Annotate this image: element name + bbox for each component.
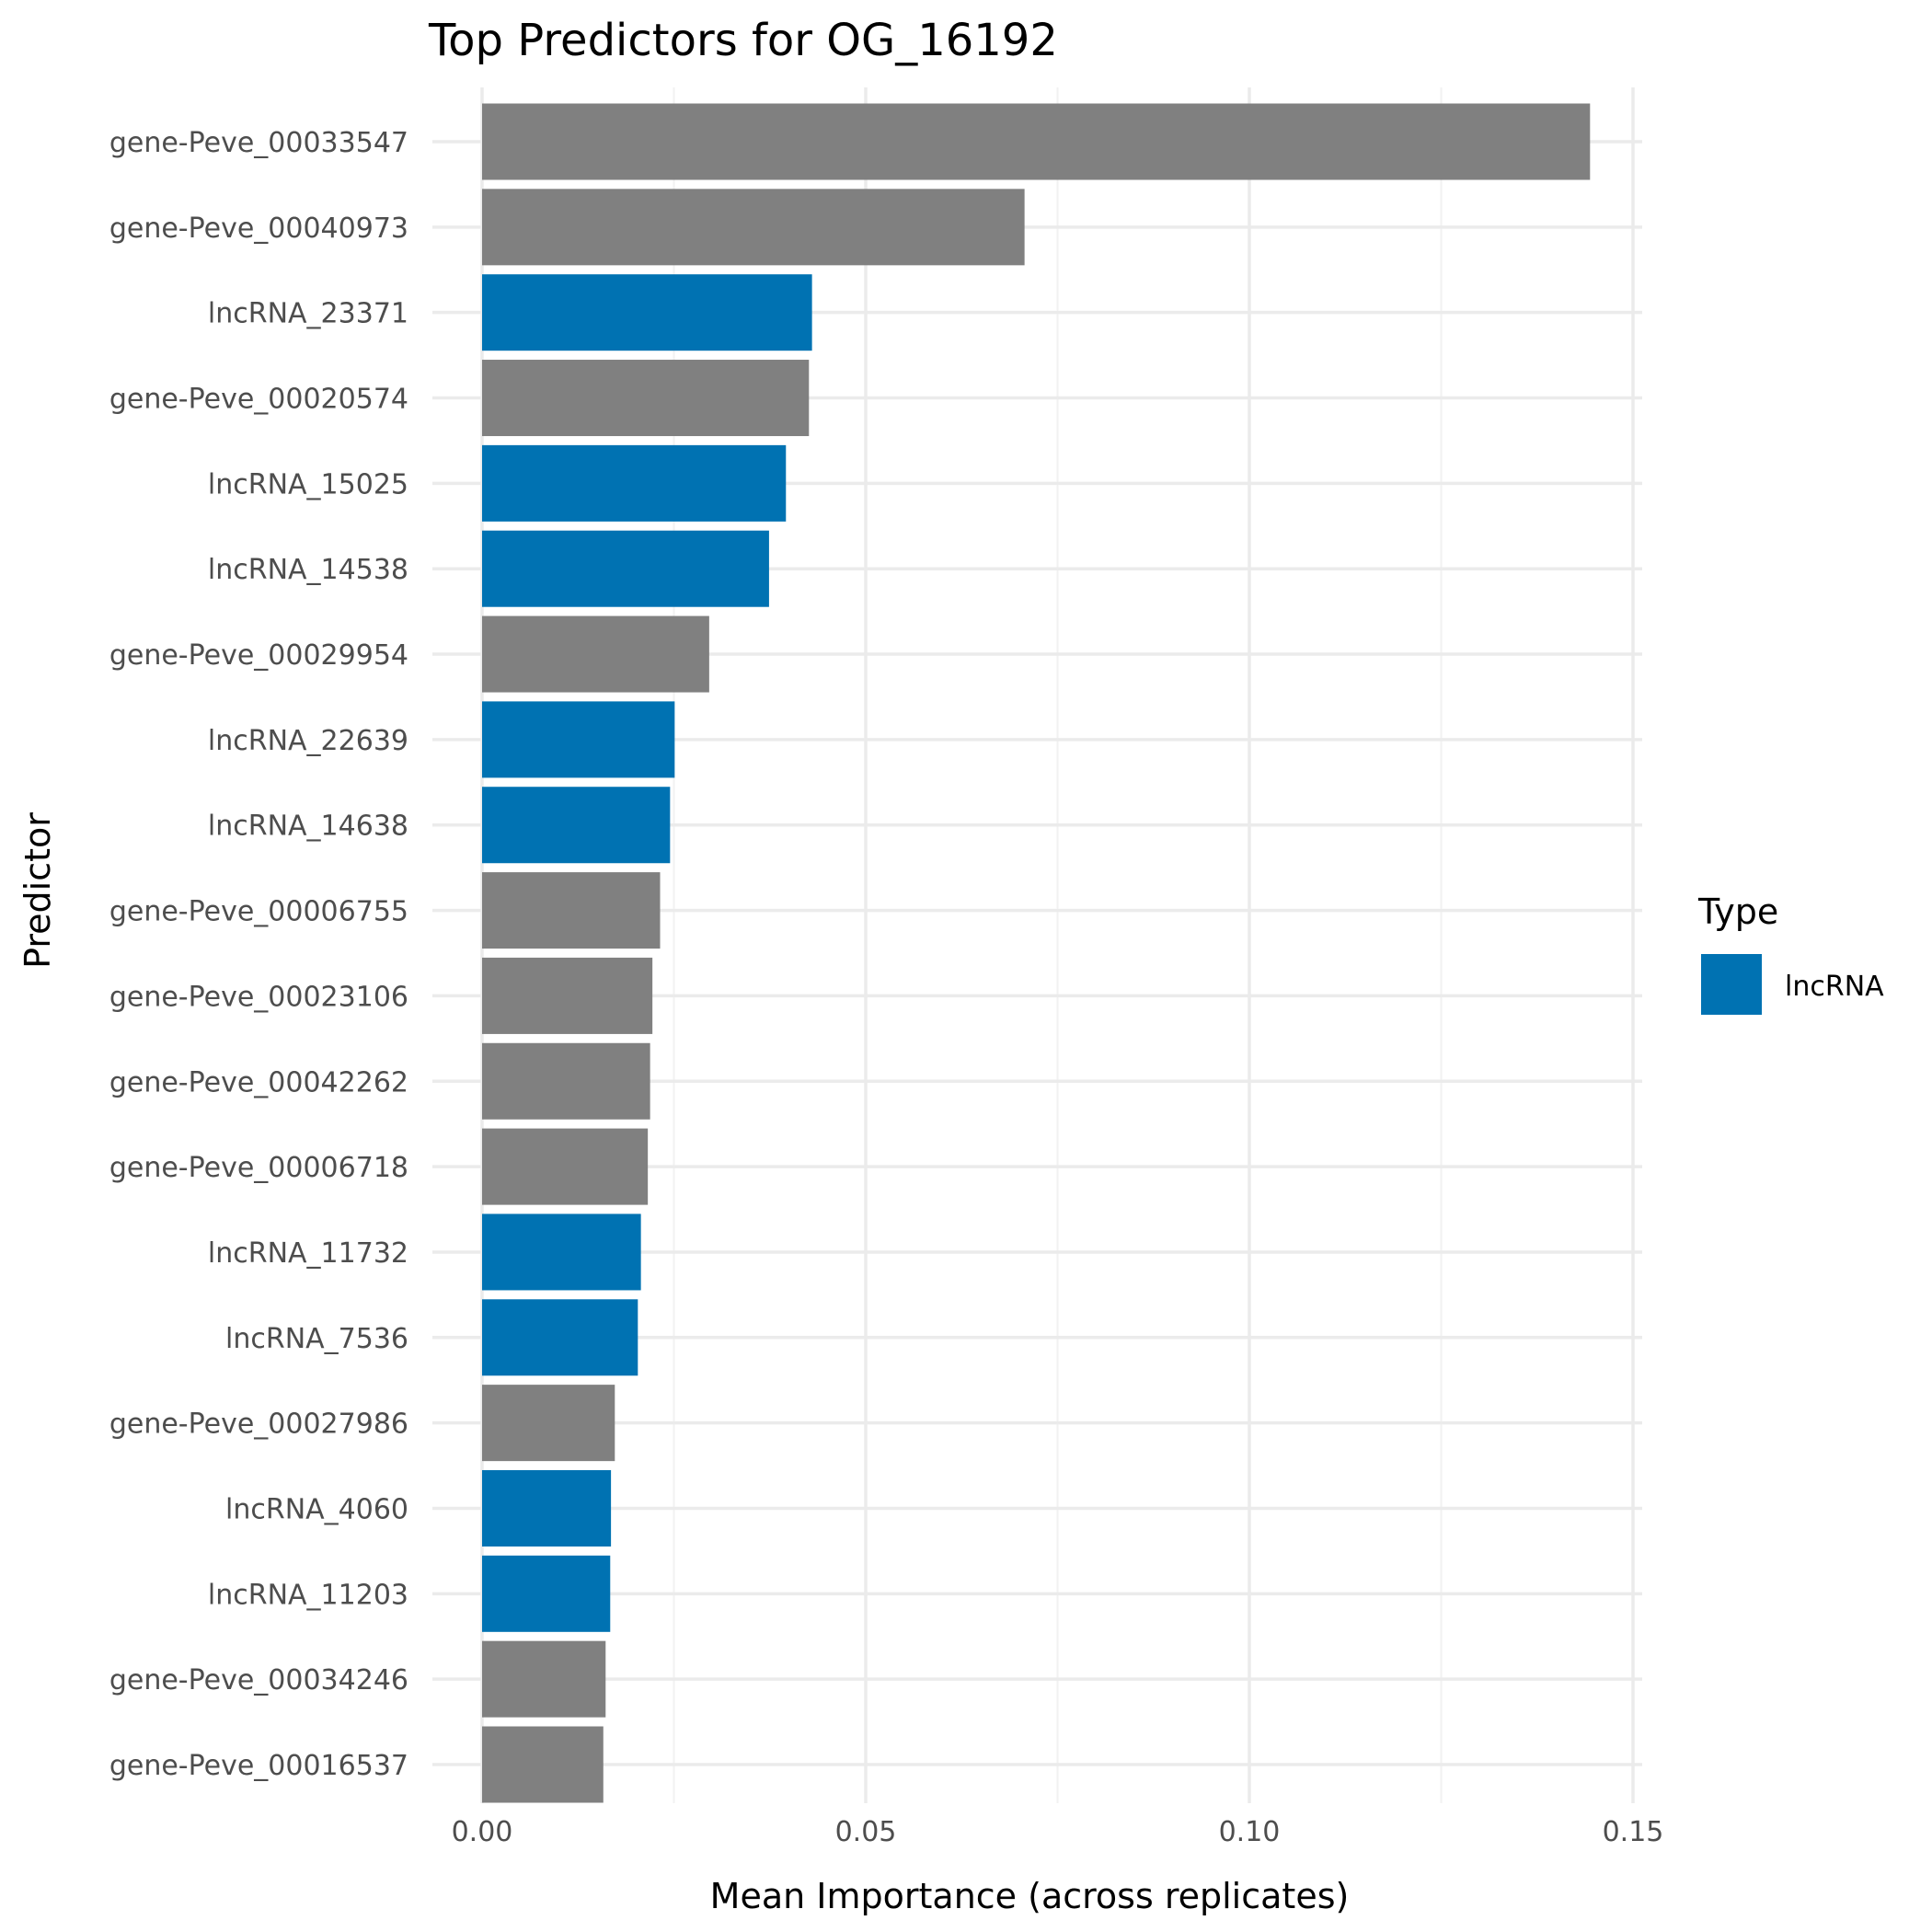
y-axis-title: Predictor xyxy=(17,812,58,969)
bar xyxy=(482,1042,650,1120)
y-tick-label: lncRNA_11203 xyxy=(208,1579,408,1611)
y-tick-label: lncRNA_23371 xyxy=(208,298,408,330)
y-tick-label: lncRNA_7536 xyxy=(225,1323,408,1355)
bar xyxy=(482,701,675,778)
x-tick-labels: 0.00 0.05 0.10 0.15 xyxy=(452,1816,1664,1848)
bar xyxy=(482,103,1591,180)
bar xyxy=(482,360,810,437)
x-axis-title: Mean Importance (across replicates) xyxy=(710,1876,1350,1916)
y-tick-label: gene-Peve_00034246 xyxy=(109,1664,408,1696)
bar xyxy=(482,615,709,693)
legend-swatch-lncrna xyxy=(1701,954,1762,1015)
y-tick-label: lncRNA_11732 xyxy=(208,1237,408,1270)
y-tick-label: gene-Peve_00027986 xyxy=(109,1409,408,1441)
bar xyxy=(482,1555,611,1632)
y-tick-label: gene-Peve_00042262 xyxy=(109,1066,408,1098)
x-tick-label: 0.05 xyxy=(835,1816,897,1848)
bar xyxy=(482,1213,641,1291)
y-tick-label: gene-Peve_00006718 xyxy=(109,1152,408,1184)
bar xyxy=(482,1640,606,1718)
x-tick-label: 0.10 xyxy=(1219,1816,1281,1848)
bar xyxy=(482,1469,612,1547)
y-tick-label: lncRNA_15025 xyxy=(208,468,408,500)
y-tick-label: lncRNA_14538 xyxy=(208,554,408,586)
bars xyxy=(482,103,1591,1803)
bar xyxy=(482,1726,604,1803)
y-tick-label: lncRNA_4060 xyxy=(225,1493,408,1525)
legend: Type lncRNA xyxy=(1697,891,1884,1015)
legend-label-lncrna: lncRNA xyxy=(1785,971,1884,1003)
bar xyxy=(482,872,661,949)
bar xyxy=(482,444,787,522)
bar xyxy=(482,787,671,864)
bar xyxy=(482,1299,638,1376)
y-tick-label: gene-Peve_00033547 xyxy=(109,127,408,159)
y-tick-label: gene-Peve_00040973 xyxy=(109,213,408,245)
chart-title: Top Predictors for OG_16192 xyxy=(428,15,1058,66)
y-tick-label: gene-Peve_00023106 xyxy=(109,981,408,1013)
y-tick-label: gene-Peve_00016537 xyxy=(109,1750,408,1782)
bar xyxy=(482,189,1025,266)
y-tick-labels: gene-Peve_00033547 gene-Peve_00040973 lncR… xyxy=(109,127,408,1782)
y-tick-label: lncRNA_14638 xyxy=(208,811,408,843)
y-tick-label: gene-Peve_00020574 xyxy=(109,384,408,416)
bar xyxy=(482,1128,649,1205)
x-tick-label: 0.00 xyxy=(452,1816,513,1848)
legend-title: Type xyxy=(1697,891,1778,932)
y-tick-label: gene-Peve_00029954 xyxy=(109,639,408,672)
y-tick-label: gene-Peve_00006755 xyxy=(109,896,408,928)
x-tick-label: 0.15 xyxy=(1603,1816,1664,1848)
bar xyxy=(482,957,653,1034)
bar xyxy=(482,274,812,351)
bar xyxy=(482,1385,615,1462)
y-tick-label: lncRNA_22639 xyxy=(208,725,408,757)
bar xyxy=(482,530,769,607)
